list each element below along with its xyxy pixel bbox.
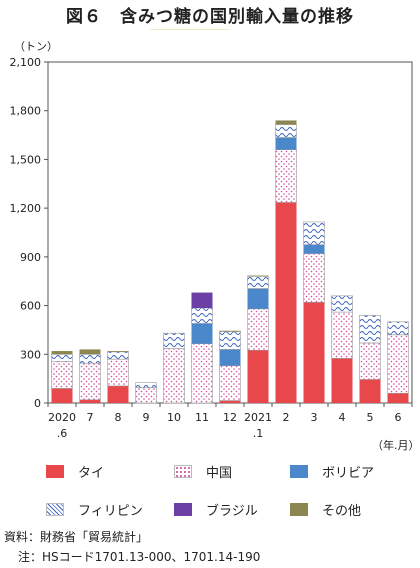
x-tick-label: 6 bbox=[395, 411, 402, 424]
y-tick-label: 1,200 bbox=[10, 202, 42, 215]
bar-segment-china bbox=[275, 149, 297, 203]
bar-segment-other bbox=[275, 120, 297, 125]
bar-segment-other bbox=[79, 349, 101, 355]
bar-segment-thailand bbox=[387, 393, 409, 403]
x-tick-label: 2 bbox=[283, 411, 290, 424]
legend-label-other: その他 bbox=[322, 504, 362, 519]
legend-swatch-bolivia bbox=[290, 465, 308, 478]
legend-swatch-thailand bbox=[46, 465, 64, 478]
bar-segment-bolivia bbox=[247, 288, 269, 309]
bar-segment-china bbox=[247, 308, 269, 351]
bar-segment-philippines bbox=[359, 315, 381, 344]
y-axis-unit: （トン） bbox=[14, 40, 58, 53]
bar-segment-philippines bbox=[163, 332, 185, 349]
y-tick-label: 0 bbox=[34, 397, 41, 410]
legend-item-brazil: ブラジル bbox=[174, 500, 258, 519]
bar-segment-thailand bbox=[219, 400, 241, 403]
legend-item-philippines: フィリピン bbox=[46, 500, 143, 519]
legend-item-china: 中国 bbox=[174, 462, 232, 481]
bar-segment-thailand bbox=[247, 350, 269, 403]
y-tick-label: 1,500 bbox=[10, 153, 42, 166]
bar-segment-thailand bbox=[107, 385, 129, 403]
legend-swatch-brazil bbox=[174, 503, 192, 516]
legend-label-brazil: ブラジル bbox=[206, 504, 258, 519]
legend-item-thailand: タイ bbox=[46, 462, 104, 481]
legend-swatch-other bbox=[290, 503, 308, 516]
y-tick-label: 300 bbox=[20, 348, 41, 361]
x-tick-label: 8 bbox=[115, 411, 122, 424]
bar-segment-thailand bbox=[275, 202, 297, 403]
x-tick-label: 2021.1 bbox=[244, 411, 272, 440]
bar-segment-china bbox=[331, 311, 353, 359]
plot-area: 0 300 600 900 1,200 1,500 1,800 2,100 2020.6 7 8 9 1… bbox=[10, 56, 413, 440]
bar-segment-philippines bbox=[219, 331, 241, 350]
y-tick-label: 600 bbox=[20, 300, 41, 313]
bar-segment-thailand bbox=[331, 358, 353, 403]
bar-segment-thailand bbox=[51, 388, 73, 403]
bar-segment-china bbox=[135, 387, 157, 404]
bar-segment-philippines bbox=[331, 295, 353, 313]
x-tick-label: 2020.6 bbox=[48, 411, 76, 440]
legend-swatch-china bbox=[174, 465, 192, 478]
bar-segment-bolivia bbox=[275, 137, 297, 150]
bar-segment-other bbox=[247, 275, 269, 277]
bar-segment-philippines bbox=[107, 351, 129, 360]
x-tick-label: 5 bbox=[367, 411, 374, 424]
bar-segment-philippines bbox=[275, 124, 297, 138]
x-tick-label: 9 bbox=[143, 411, 150, 424]
legend-label-philippines: フィリピン bbox=[78, 504, 143, 519]
bar-segment-china bbox=[387, 334, 409, 394]
bar-segment-other bbox=[51, 351, 73, 355]
y-tick-label: 2,100 bbox=[10, 56, 42, 69]
y-tick-label: 900 bbox=[20, 251, 41, 264]
bar-segment-thailand bbox=[79, 399, 101, 403]
bar-segment-thailand bbox=[359, 379, 381, 403]
legend-label-bolivia: ボリビア bbox=[322, 466, 375, 481]
bar-segment-thailand bbox=[303, 302, 325, 403]
bar-segment-bolivia bbox=[219, 349, 241, 366]
bar-segment-philippines bbox=[303, 221, 325, 245]
title-underline bbox=[150, 29, 230, 30]
legend-label-china: 中国 bbox=[206, 466, 233, 481]
bar-segment-bolivia bbox=[303, 244, 325, 254]
y-tick-label: 1,800 bbox=[10, 105, 42, 118]
bar-segment-china bbox=[79, 362, 101, 401]
bar-segment-china bbox=[219, 365, 241, 401]
bar-segment-philippines bbox=[135, 382, 157, 388]
x-tick-label: 11 bbox=[195, 411, 209, 424]
x-tick-label: 3 bbox=[311, 411, 318, 424]
bar-segment-philippines bbox=[387, 321, 409, 336]
x-tick-label: 7 bbox=[87, 411, 94, 424]
bar-segment-philippines bbox=[79, 353, 101, 364]
legend-label-thailand: タイ bbox=[78, 466, 105, 481]
bar-segment-china bbox=[359, 342, 381, 380]
bar-segment-brazil bbox=[191, 292, 213, 309]
source-note: 資料：財務省「貿易統計」 bbox=[4, 530, 149, 544]
x-axis-unit: （年.月） bbox=[372, 439, 420, 452]
bar-segment-philippines bbox=[51, 353, 73, 362]
bar-segment-bolivia bbox=[191, 323, 213, 344]
legend-item-other: その他 bbox=[290, 500, 361, 519]
bar-segment-other bbox=[219, 330, 241, 332]
x-tick-label: 4 bbox=[339, 411, 346, 424]
x-tick-label: 10 bbox=[167, 411, 181, 424]
bar-segment-philippines bbox=[191, 307, 213, 324]
chart-title: 図６ 含みつ糖の国別輸入量の推移 bbox=[66, 7, 354, 27]
bar-segment-other bbox=[107, 351, 129, 352]
stacked-bar-chart: 0 300 600 900 1,200 1,500 1,800 2,100 2020.6 7 8 9 1… bbox=[10, 56, 413, 440]
bar-segment-china bbox=[303, 253, 325, 303]
bar-segment-china bbox=[163, 348, 185, 404]
x-tick-label: 12 bbox=[223, 411, 237, 424]
bar-segment-philippines bbox=[247, 276, 269, 289]
footnote: 注：HSコード1701.13-000、1701.14-190 bbox=[18, 550, 261, 564]
legend-item-bolivia: ボリビア bbox=[290, 462, 374, 481]
bar-segment-china bbox=[191, 343, 213, 404]
bar-segment-china bbox=[107, 358, 129, 387]
legend-swatch-philippines bbox=[46, 503, 64, 516]
bar-segment-china bbox=[51, 361, 73, 389]
